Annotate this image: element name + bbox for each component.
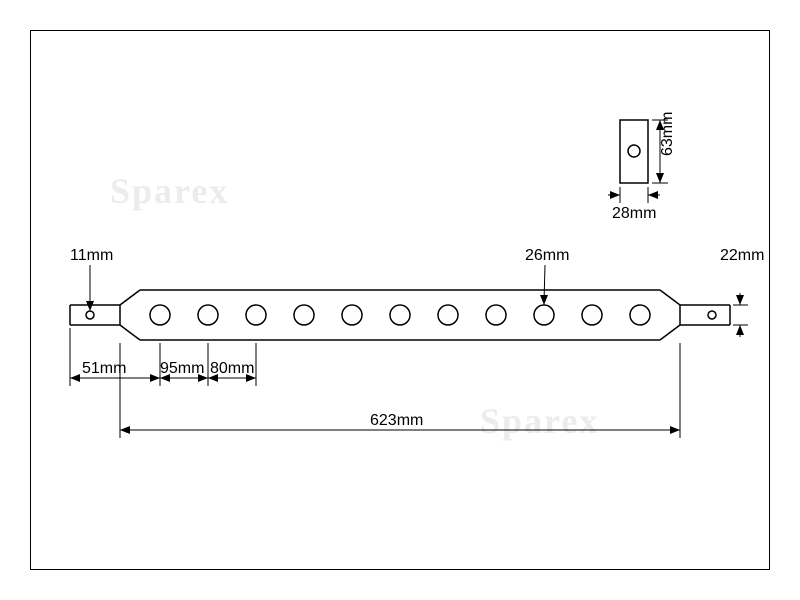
dimensions: 11mm 26mm 22mm 51mm 95mm 80mm	[70, 247, 764, 438]
dim-26mm: 26mm	[525, 247, 569, 264]
drawbar-side-view	[70, 290, 730, 340]
end-width-label: 28mm	[612, 205, 656, 222]
end-height-label: 63mm	[659, 112, 676, 156]
dim-80mm: 80mm	[210, 360, 254, 377]
right-pin-hole	[708, 311, 716, 319]
end-view: 63mm 28mm	[608, 112, 676, 222]
technical-drawing: 63mm 28mm	[0, 0, 800, 600]
left-pin-hole	[86, 311, 94, 319]
dim-95mm: 95mm	[160, 360, 204, 377]
dim-22mm: 22mm	[720, 247, 764, 264]
dim-623mm: 623mm	[370, 412, 423, 429]
dim-11mm: 11mm	[70, 247, 113, 264]
